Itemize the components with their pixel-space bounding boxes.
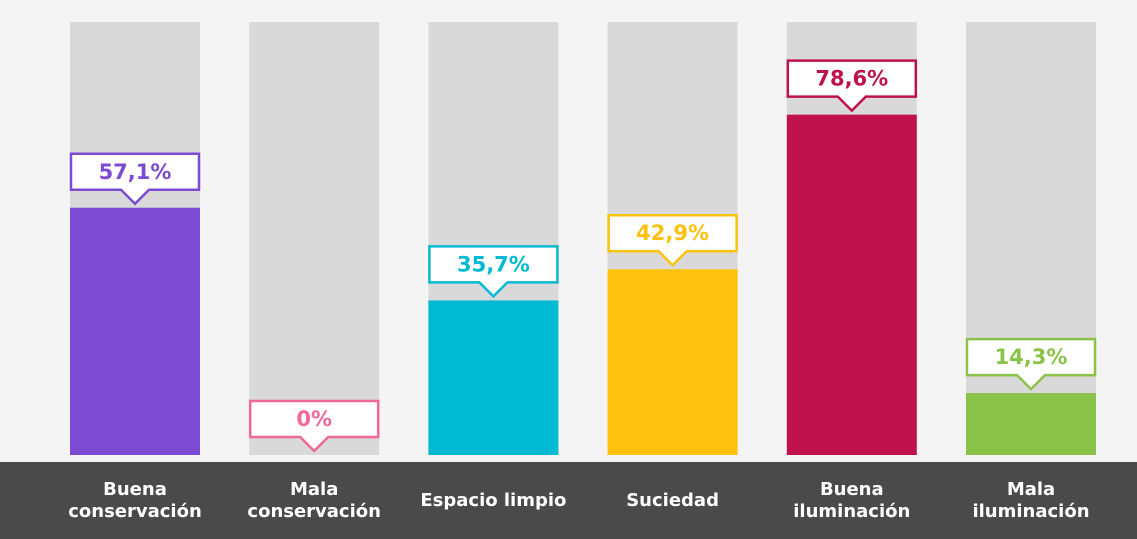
bar-track — [249, 22, 380, 455]
value-label-box — [607, 213, 738, 268]
plot: 57,1% 0% 35,7% 42,9% 78,6% 14,3% — [69, 22, 1097, 456]
bar — [786, 114, 917, 456]
value-label-box — [786, 59, 918, 113]
category-label: Espacio limpio — [420, 489, 567, 511]
value-label: 35,7% — [457, 252, 530, 276]
value-label: 0% — [296, 407, 332, 431]
category-label: Mala iluminación — [972, 478, 1090, 522]
category-label: Mala conservación — [247, 478, 381, 522]
category-label: Buena conservación — [68, 478, 202, 522]
value-label: 78,6% — [815, 67, 888, 91]
value-label-box — [248, 399, 380, 453]
bar — [70, 207, 200, 455]
value-label-box — [69, 152, 201, 206]
value-label-box — [965, 337, 1097, 391]
value-label: 42,9% — [636, 221, 709, 245]
category-label: Buena iluminación — [793, 478, 911, 522]
value-label: 57,1% — [99, 160, 172, 184]
bar — [966, 393, 1096, 455]
bar — [428, 300, 559, 455]
value-label-box — [428, 245, 559, 299]
category-label: Suciedad — [626, 489, 719, 511]
category-band — [0, 462, 1137, 539]
bar — [607, 269, 738, 455]
value-label: 14,3% — [995, 345, 1068, 369]
